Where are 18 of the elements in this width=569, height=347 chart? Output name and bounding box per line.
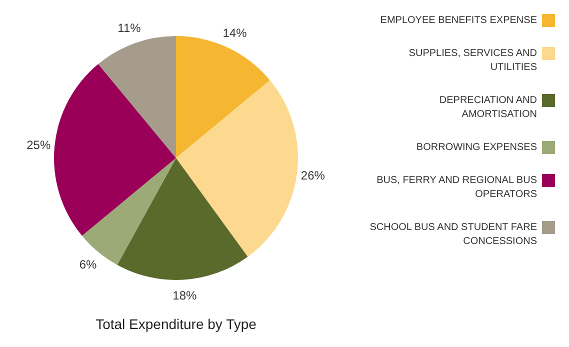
pie-slice (176, 80, 298, 257)
data-label: 14% (222, 26, 248, 40)
data-label: 6% (79, 257, 98, 272)
text: Total Expenditure by Type (94, 316, 258, 332)
data-label: 26% (300, 168, 326, 182)
legend-label: SCHOOL BUS AND STUDENT FARE CONCESSIONS (368, 221, 537, 249)
pie-slice (54, 64, 176, 236)
legend-label: SUPPLIES, SERVICES AND UTILITIES (408, 47, 537, 75)
pie-slice (117, 158, 248, 280)
legend-label: BUS, FERRY AND REGIONAL BUS OPERATORS (376, 174, 537, 202)
legend-label: DEPRECIATION AND AMORTISATION (438, 94, 537, 122)
data-label: 18% (172, 288, 197, 303)
pie-slice (98, 36, 176, 158)
data-label: 11% (118, 21, 142, 36)
legend-label: EMPLOYEE BENEFITS EXPENSE (380, 14, 537, 28)
legend-label: BORROWING EXPENSES (416, 141, 537, 155)
data-label: 25% (26, 138, 51, 152)
pie-slice (176, 36, 270, 158)
